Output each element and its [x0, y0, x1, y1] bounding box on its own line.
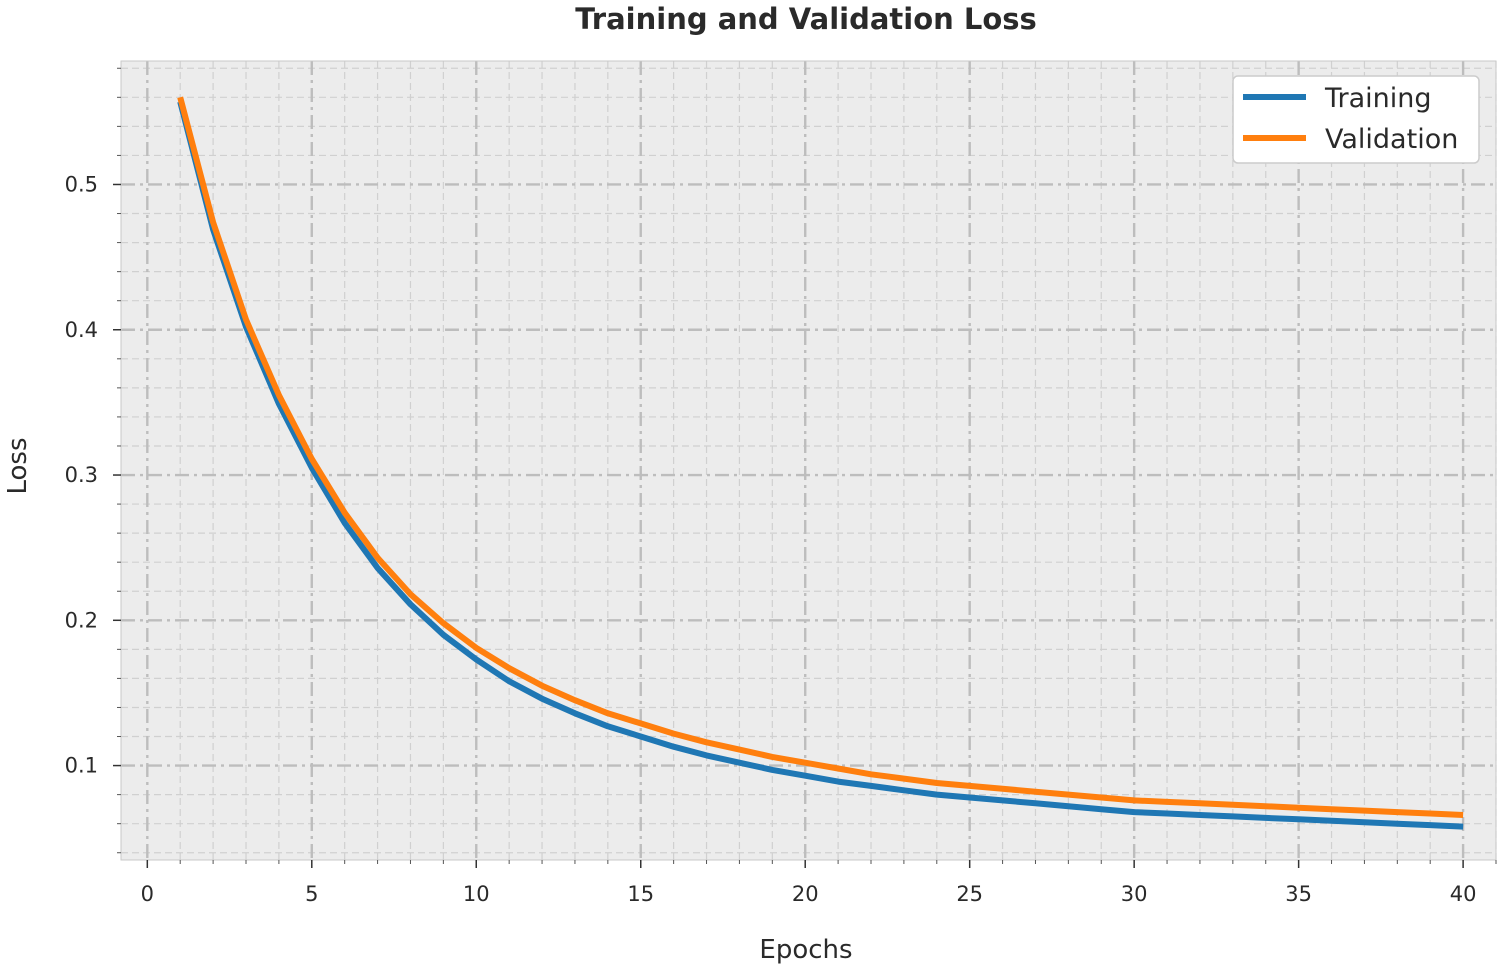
- series-line-validation: [177, 96, 1464, 818]
- x-tick-label: 5: [305, 882, 318, 906]
- y-axis-ticks: 0.1 0.2 0.3 0.4 0.5: [65, 67, 121, 854]
- x-tick-label: 0: [141, 882, 154, 906]
- x-tick-label: 15: [627, 882, 654, 906]
- x-tick-label: 25: [956, 882, 983, 906]
- x-tick-label: 20: [792, 882, 819, 906]
- plot-frame: [120, 60, 1497, 861]
- y-tick-label: 0.3: [65, 463, 98, 487]
- plot-area: [121, 61, 1496, 860]
- legend-label-validation: Validation: [1325, 124, 1458, 155]
- series-lines: [177, 96, 1464, 830]
- x-tick-label: 10: [463, 882, 490, 906]
- x-tick-label: 30: [1121, 882, 1148, 906]
- y-tick-label: 0.2: [65, 608, 98, 632]
- series-line-training: [177, 100, 1464, 830]
- y-tick-label: 0.1: [65, 754, 98, 778]
- major-grid: [121, 61, 1496, 860]
- x-axis-label: Epochs: [759, 935, 852, 965]
- x-tick-label: 40: [1450, 882, 1477, 906]
- x-tick-label: 35: [1285, 882, 1312, 906]
- y-axis-label: Loss: [3, 437, 33, 494]
- legend-label-training: Training: [1324, 83, 1432, 114]
- chart-title: Training and Validation Loss: [575, 2, 1037, 36]
- legend: Training Validation: [1232, 75, 1480, 164]
- y-tick-label: 0.4: [65, 318, 98, 342]
- x-axis-ticks: 0 5 10 15 20 25 30 35 40: [141, 860, 1497, 906]
- y-tick-label: 0.5: [65, 172, 98, 196]
